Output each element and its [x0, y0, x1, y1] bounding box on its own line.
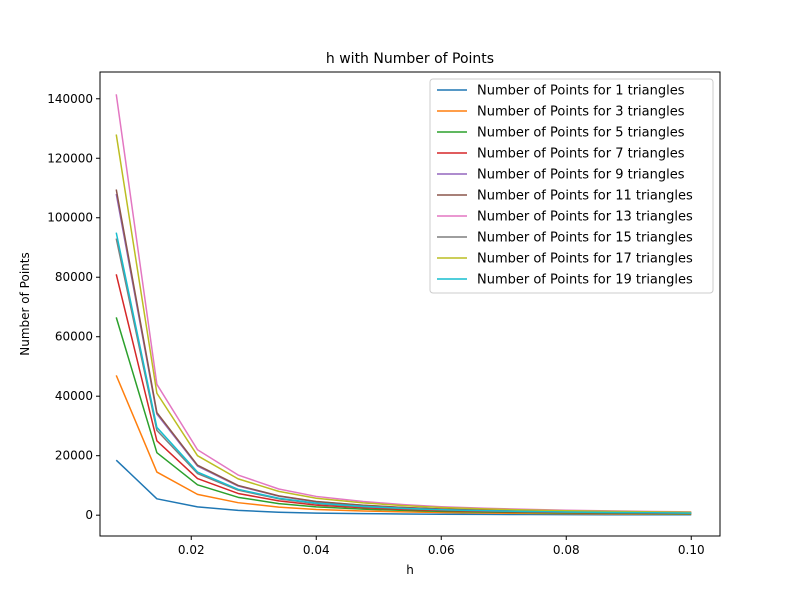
x-tick-label-2: 0.04 [303, 543, 330, 557]
legend-label-2: Number of Points for 3 triangles [477, 105, 685, 120]
legend-label-5: Number of Points for 9 triangles [477, 168, 685, 183]
chart-title: h with Number of Points [326, 51, 494, 67]
series-line-2 [115, 375, 692, 515]
series-line-1 [115, 459, 692, 516]
y-tick-label-2: 20000 [55, 449, 93, 463]
y-tick-label-6: 100000 [47, 211, 93, 225]
series-line-10 [115, 232, 692, 514]
y-axis-label: Number of Points [18, 252, 32, 355]
series-line-3 [115, 317, 692, 515]
legend-label-9: Number of Points for 17 triangles [477, 252, 693, 267]
legend-label-1: Number of Points for 1 triangles [477, 84, 685, 99]
y-axis: 0 20000 40000 60000 80000 100000 120000 140000 [47, 92, 100, 522]
y-tick-label-4: 60000 [55, 330, 93, 344]
legend-box [429, 78, 714, 294]
x-tick-label-1: 0.02 [178, 543, 205, 557]
legend-label-3: Number of Points for 5 triangles [477, 126, 685, 141]
plot-frame [99, 71, 721, 537]
y-tick-label-5: 80000 [55, 270, 93, 284]
legend-label-4: Number of Points for 7 triangles [477, 147, 685, 162]
x-tick-label-4: 0.08 [553, 543, 580, 557]
legend-label-8: Number of Points for 15 triangles [477, 231, 693, 246]
y-tick-label-8: 140000 [47, 92, 93, 106]
y-tick-label-3: 40000 [55, 389, 93, 403]
x-axis: 0.02 0.04 0.06 0.08 0.10 [178, 536, 705, 557]
series-line-9 [115, 134, 692, 513]
x-axis-label: h [406, 563, 414, 577]
legend: Number of Points for 1 triangles Number o… [429, 78, 714, 294]
legend-label-10: Number of Points for 19 triangles [477, 273, 693, 288]
legend-label-6: Number of Points for 11 triangles [477, 189, 693, 204]
series-layer [115, 94, 692, 516]
y-tick-label-1: 0 [85, 508, 93, 522]
series-line-4 [115, 274, 692, 515]
y-tick-label-7: 120000 [47, 151, 93, 165]
x-tick-label-5: 0.10 [678, 543, 705, 557]
x-tick-label-3: 0.06 [428, 543, 455, 557]
legend-label-7: Number of Points for 13 triangles [477, 210, 693, 225]
